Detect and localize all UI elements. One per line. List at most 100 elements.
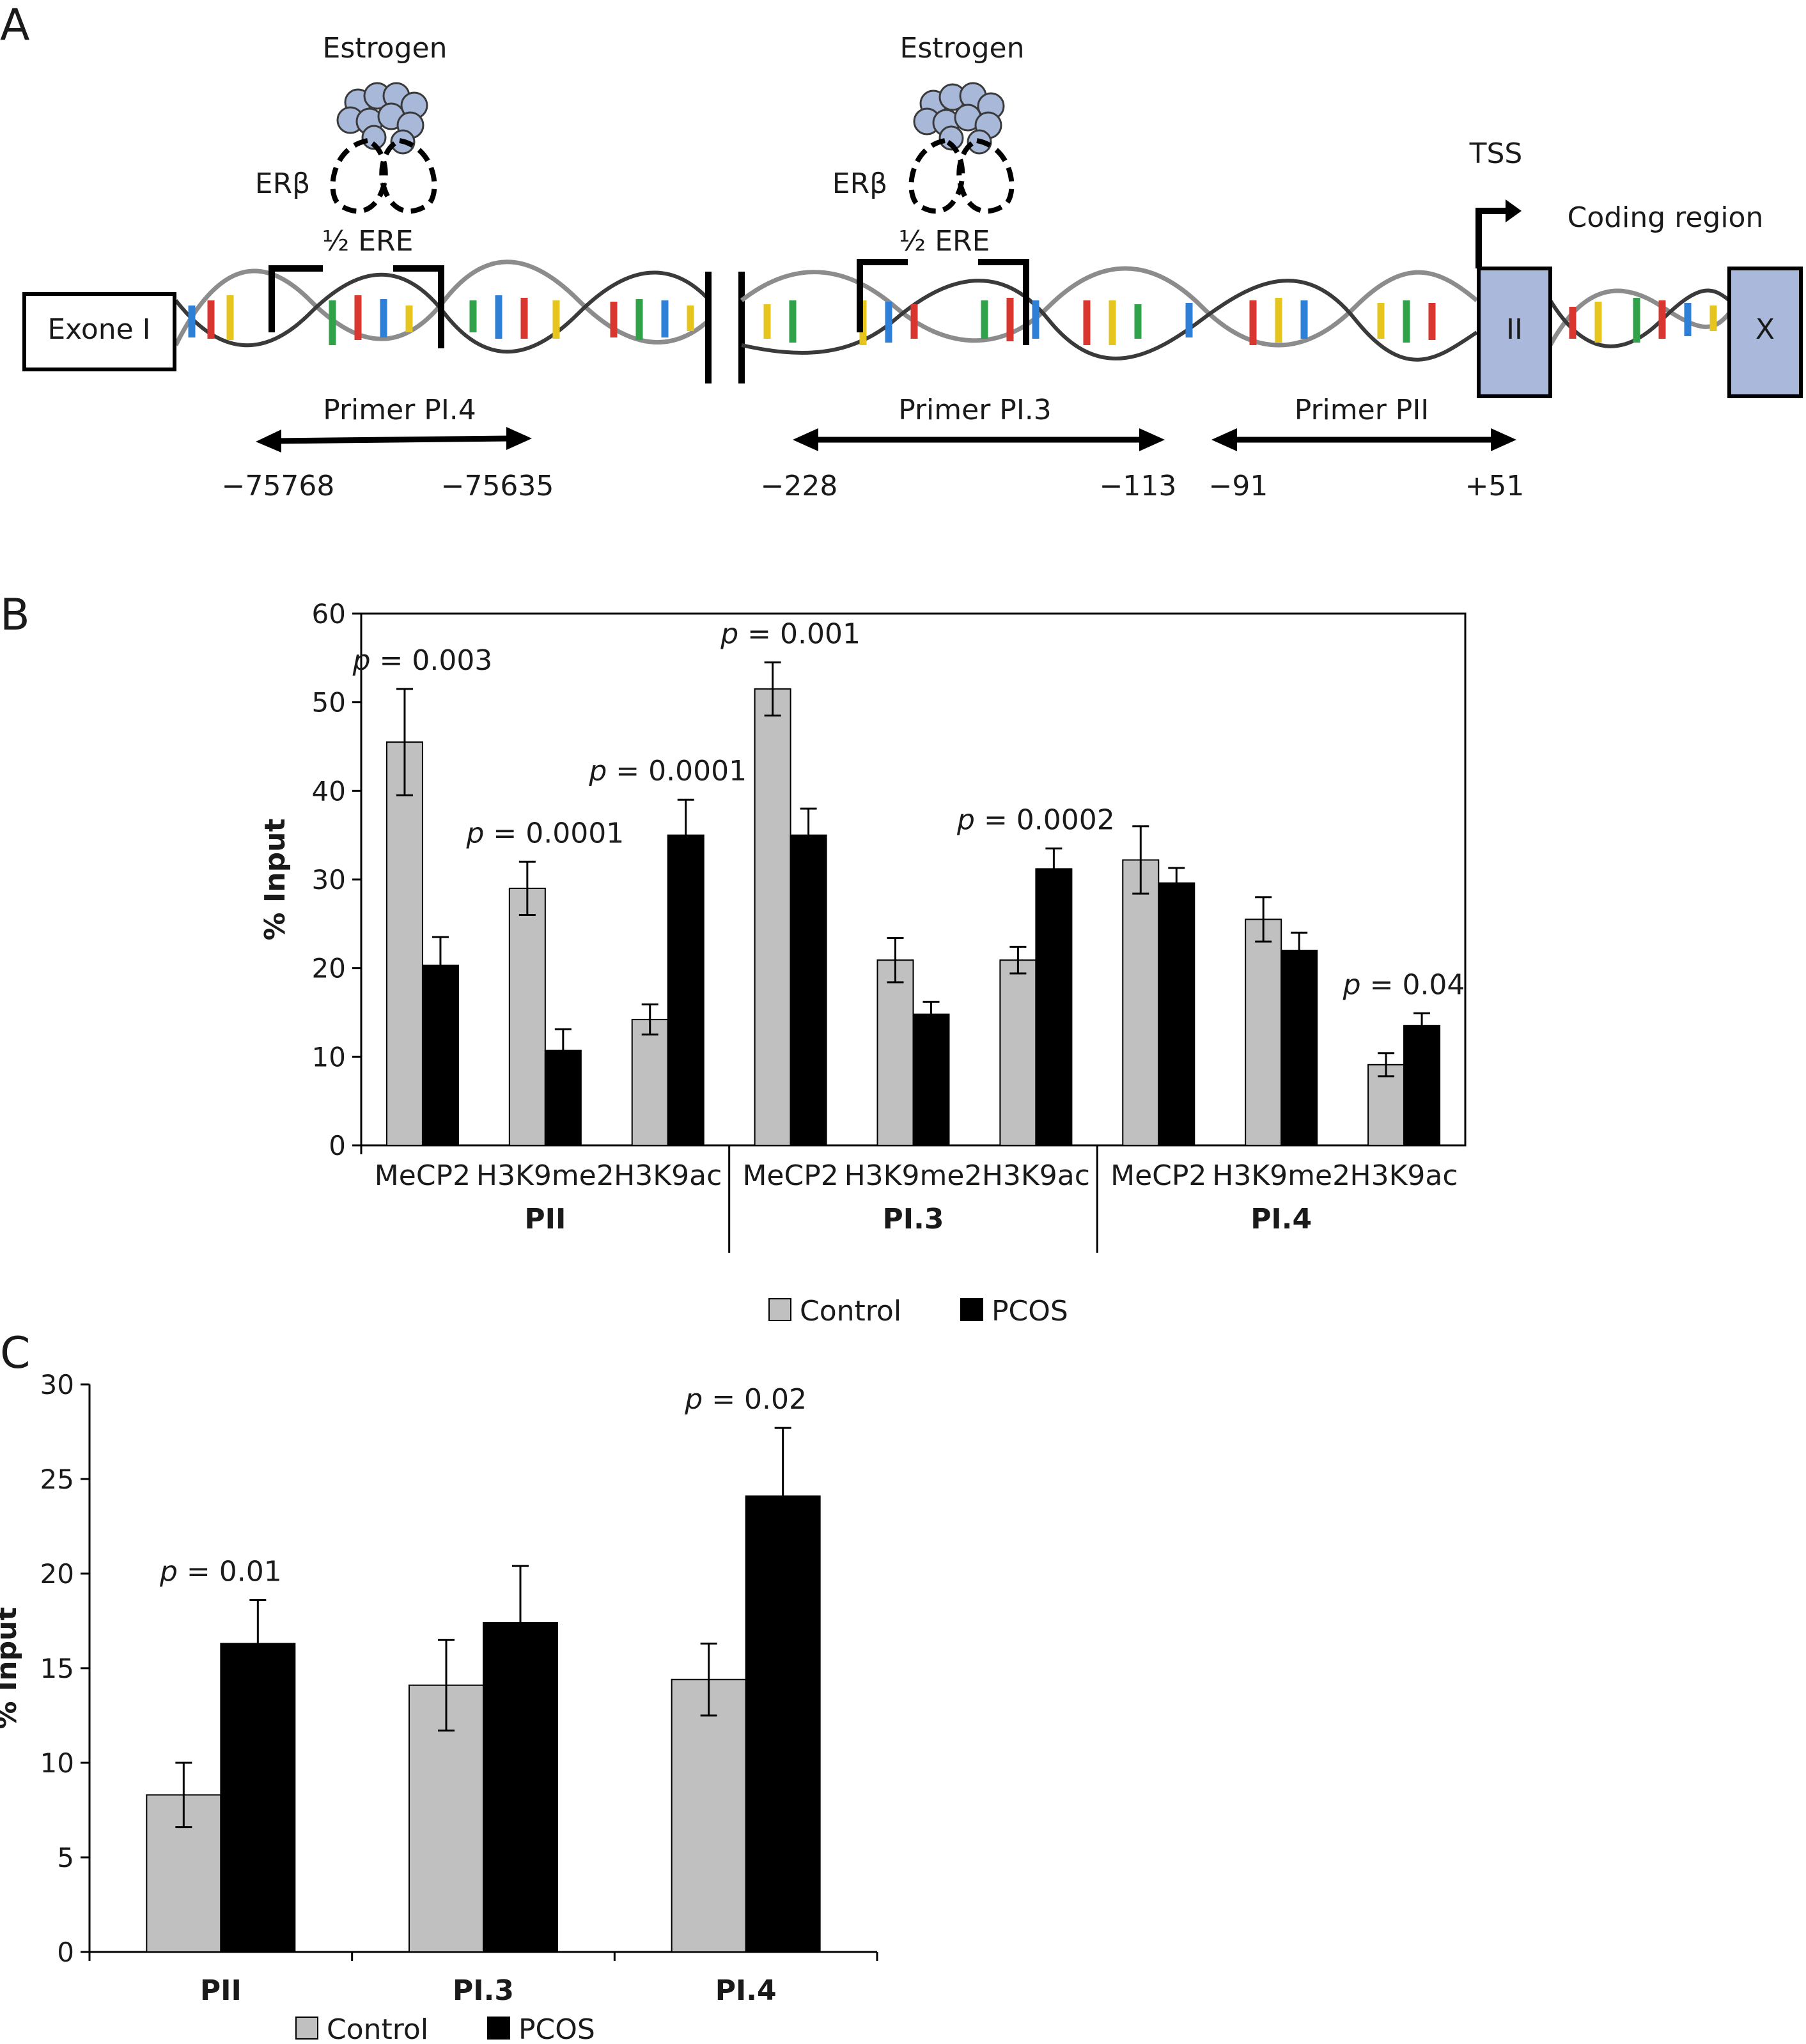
p-value-annotation: p = 0.02 [684, 1383, 807, 1416]
group-label: PII [524, 1203, 566, 1235]
group-label: PI.3 [883, 1203, 944, 1235]
x-tick-label: PI.4 [715, 1974, 777, 2007]
exon-x-box [1727, 267, 1803, 398]
half-ere-label: ½ ERE [322, 225, 414, 258]
bar-control [876, 959, 914, 1146]
half-ere-label: ½ ERE [899, 225, 990, 258]
y-tick-label: 10 [40, 1747, 74, 1779]
primer-pii-label: Primer PII [1295, 394, 1429, 426]
p-value-annotation: p = 0.01 [159, 1555, 282, 1588]
x-tick-label: H3K9me2 [476, 1159, 614, 1192]
bar-control [1122, 859, 1160, 1146]
primer-pi3: Primer PI.3 −228 −113 [761, 394, 1177, 502]
tss-arrowhead [1506, 199, 1522, 222]
erb-receptor-icon [956, 137, 1015, 214]
estrogen-molecule-icon [913, 82, 1005, 155]
bar-control [754, 688, 791, 1147]
dna-helix-left [173, 259, 712, 354]
exon-1-label: Exone I [47, 313, 150, 346]
p-value-annotation: p = 0.0002 [956, 803, 1115, 836]
x-tick-label: MeCP2 [375, 1159, 471, 1192]
p-value-annotation: p = 0.001 [720, 617, 860, 650]
y-tick-label: 5 [57, 1842, 74, 1873]
x-tick-label: H3K9ac [1350, 1159, 1458, 1192]
legend-label-control: Control [800, 1295, 901, 1328]
bar-control [1245, 918, 1282, 1147]
bar-control [385, 741, 423, 1146]
legend-swatch-pcos [487, 2017, 510, 2040]
legend-swatch-control [295, 2017, 318, 2040]
x-tick-label: MeCP2 [1110, 1159, 1206, 1192]
bar-pcos [1281, 949, 1318, 1147]
legend-swatch-pcos [960, 1298, 983, 1321]
dna-helix-right [1548, 288, 1731, 348]
x-tick-label: MeCP2 [742, 1159, 838, 1192]
panel-c-letter: C [0, 1328, 30, 1379]
dna-helix-middle [740, 266, 1479, 362]
y-tick-label: 25 [40, 1464, 74, 1495]
erb-label: ERβ [255, 167, 310, 200]
y-tick-label: 10 [312, 1041, 346, 1072]
y-tick-label: 50 [312, 687, 346, 718]
y-axis-title: % Input [259, 819, 292, 941]
exon-2-label: II [1506, 313, 1523, 346]
bar-pcos [220, 1643, 296, 1953]
estrogen-receptor-complex: Estrogen ERβ ½ ERE [832, 32, 1025, 258]
ere-bracket-right [393, 265, 444, 348]
bar-pcos [1035, 868, 1073, 1146]
y-tick-label: 20 [40, 1558, 74, 1590]
legend-label-control: Control [327, 2013, 428, 2041]
bar-control [999, 959, 1037, 1146]
x-tick-label: H3K9ac [614, 1159, 722, 1192]
estrogen-molecule-icon [336, 82, 428, 155]
legend-swatch-control [768, 1298, 791, 1321]
primer-pi4-start: −75768 [222, 470, 335, 502]
x-tick-label: H3K9ac [982, 1159, 1090, 1192]
erb-receptor-icon [379, 137, 437, 214]
primer-pi4-label: Primer PI.4 [323, 394, 476, 426]
bar-pcos [790, 834, 827, 1146]
panel-c-chart: 0 5 10 15 20 25 30 % Input PII PI.3 PI.4 p = 0.01 p … [0, 1369, 878, 2044]
ere-bracket-left [269, 265, 323, 332]
y-tick-label: 30 [40, 1369, 74, 1400]
primer-pii: Primer PII −91 +51 [1209, 394, 1525, 502]
bar-pcos [667, 834, 704, 1146]
primer-pi4: Primer PI.4 −75768 −75635 [222, 394, 554, 502]
legend-label-pcos: PCOS [992, 1295, 1068, 1328]
y-tick-label: 60 [312, 598, 346, 630]
coding-region-label: Coding region [1568, 201, 1764, 234]
x-tick-label: H3K9me2 [1212, 1159, 1350, 1192]
primer-pi3-start: −228 [761, 470, 838, 502]
y-tick-label: 40 [312, 775, 346, 807]
exon-1-box [22, 292, 176, 371]
x-tick-label: H3K9me2 [845, 1159, 983, 1192]
ere-bracket-right [978, 259, 1029, 345]
tss-label: TSS [1469, 137, 1523, 170]
p-value-annotation: p = 0.0001 [465, 817, 624, 849]
exon-x-label: X [1755, 313, 1775, 346]
tss-arrow [1475, 208, 1506, 268]
y-tick-label: 0 [57, 1937, 74, 1968]
estrogen-label: Estrogen [900, 32, 1025, 65]
primer-pi3-end: −113 [1100, 470, 1177, 502]
exon-2-box [1477, 267, 1552, 398]
ere-bracket-left [857, 259, 908, 332]
panel-a-letter: A [0, 0, 30, 50]
estrogen-receptor-complex: Estrogen ERβ ½ ERE [255, 32, 448, 258]
primer-pii-end: +51 [1465, 470, 1525, 502]
estrogen-label: Estrogen [323, 32, 448, 65]
y-tick-label: 20 [312, 953, 346, 984]
erb-label: ERβ [832, 167, 887, 200]
y-tick-label: 30 [312, 864, 346, 895]
bar-pcos [1403, 1025, 1441, 1147]
p-value-annotation: p = 0.0001 [588, 755, 747, 787]
x-tick-label: PI.3 [453, 1974, 514, 2007]
group-label: PI.4 [1250, 1203, 1312, 1235]
panel-a-schematic: A [0, 0, 1803, 502]
bar-pcos [1158, 882, 1195, 1146]
primer-pii-start: −91 [1209, 470, 1268, 502]
bar-control [631, 1019, 669, 1147]
p-value-annotation: p = 0.04 [1343, 968, 1465, 1001]
legend-label-pcos: PCOS [518, 2013, 595, 2041]
